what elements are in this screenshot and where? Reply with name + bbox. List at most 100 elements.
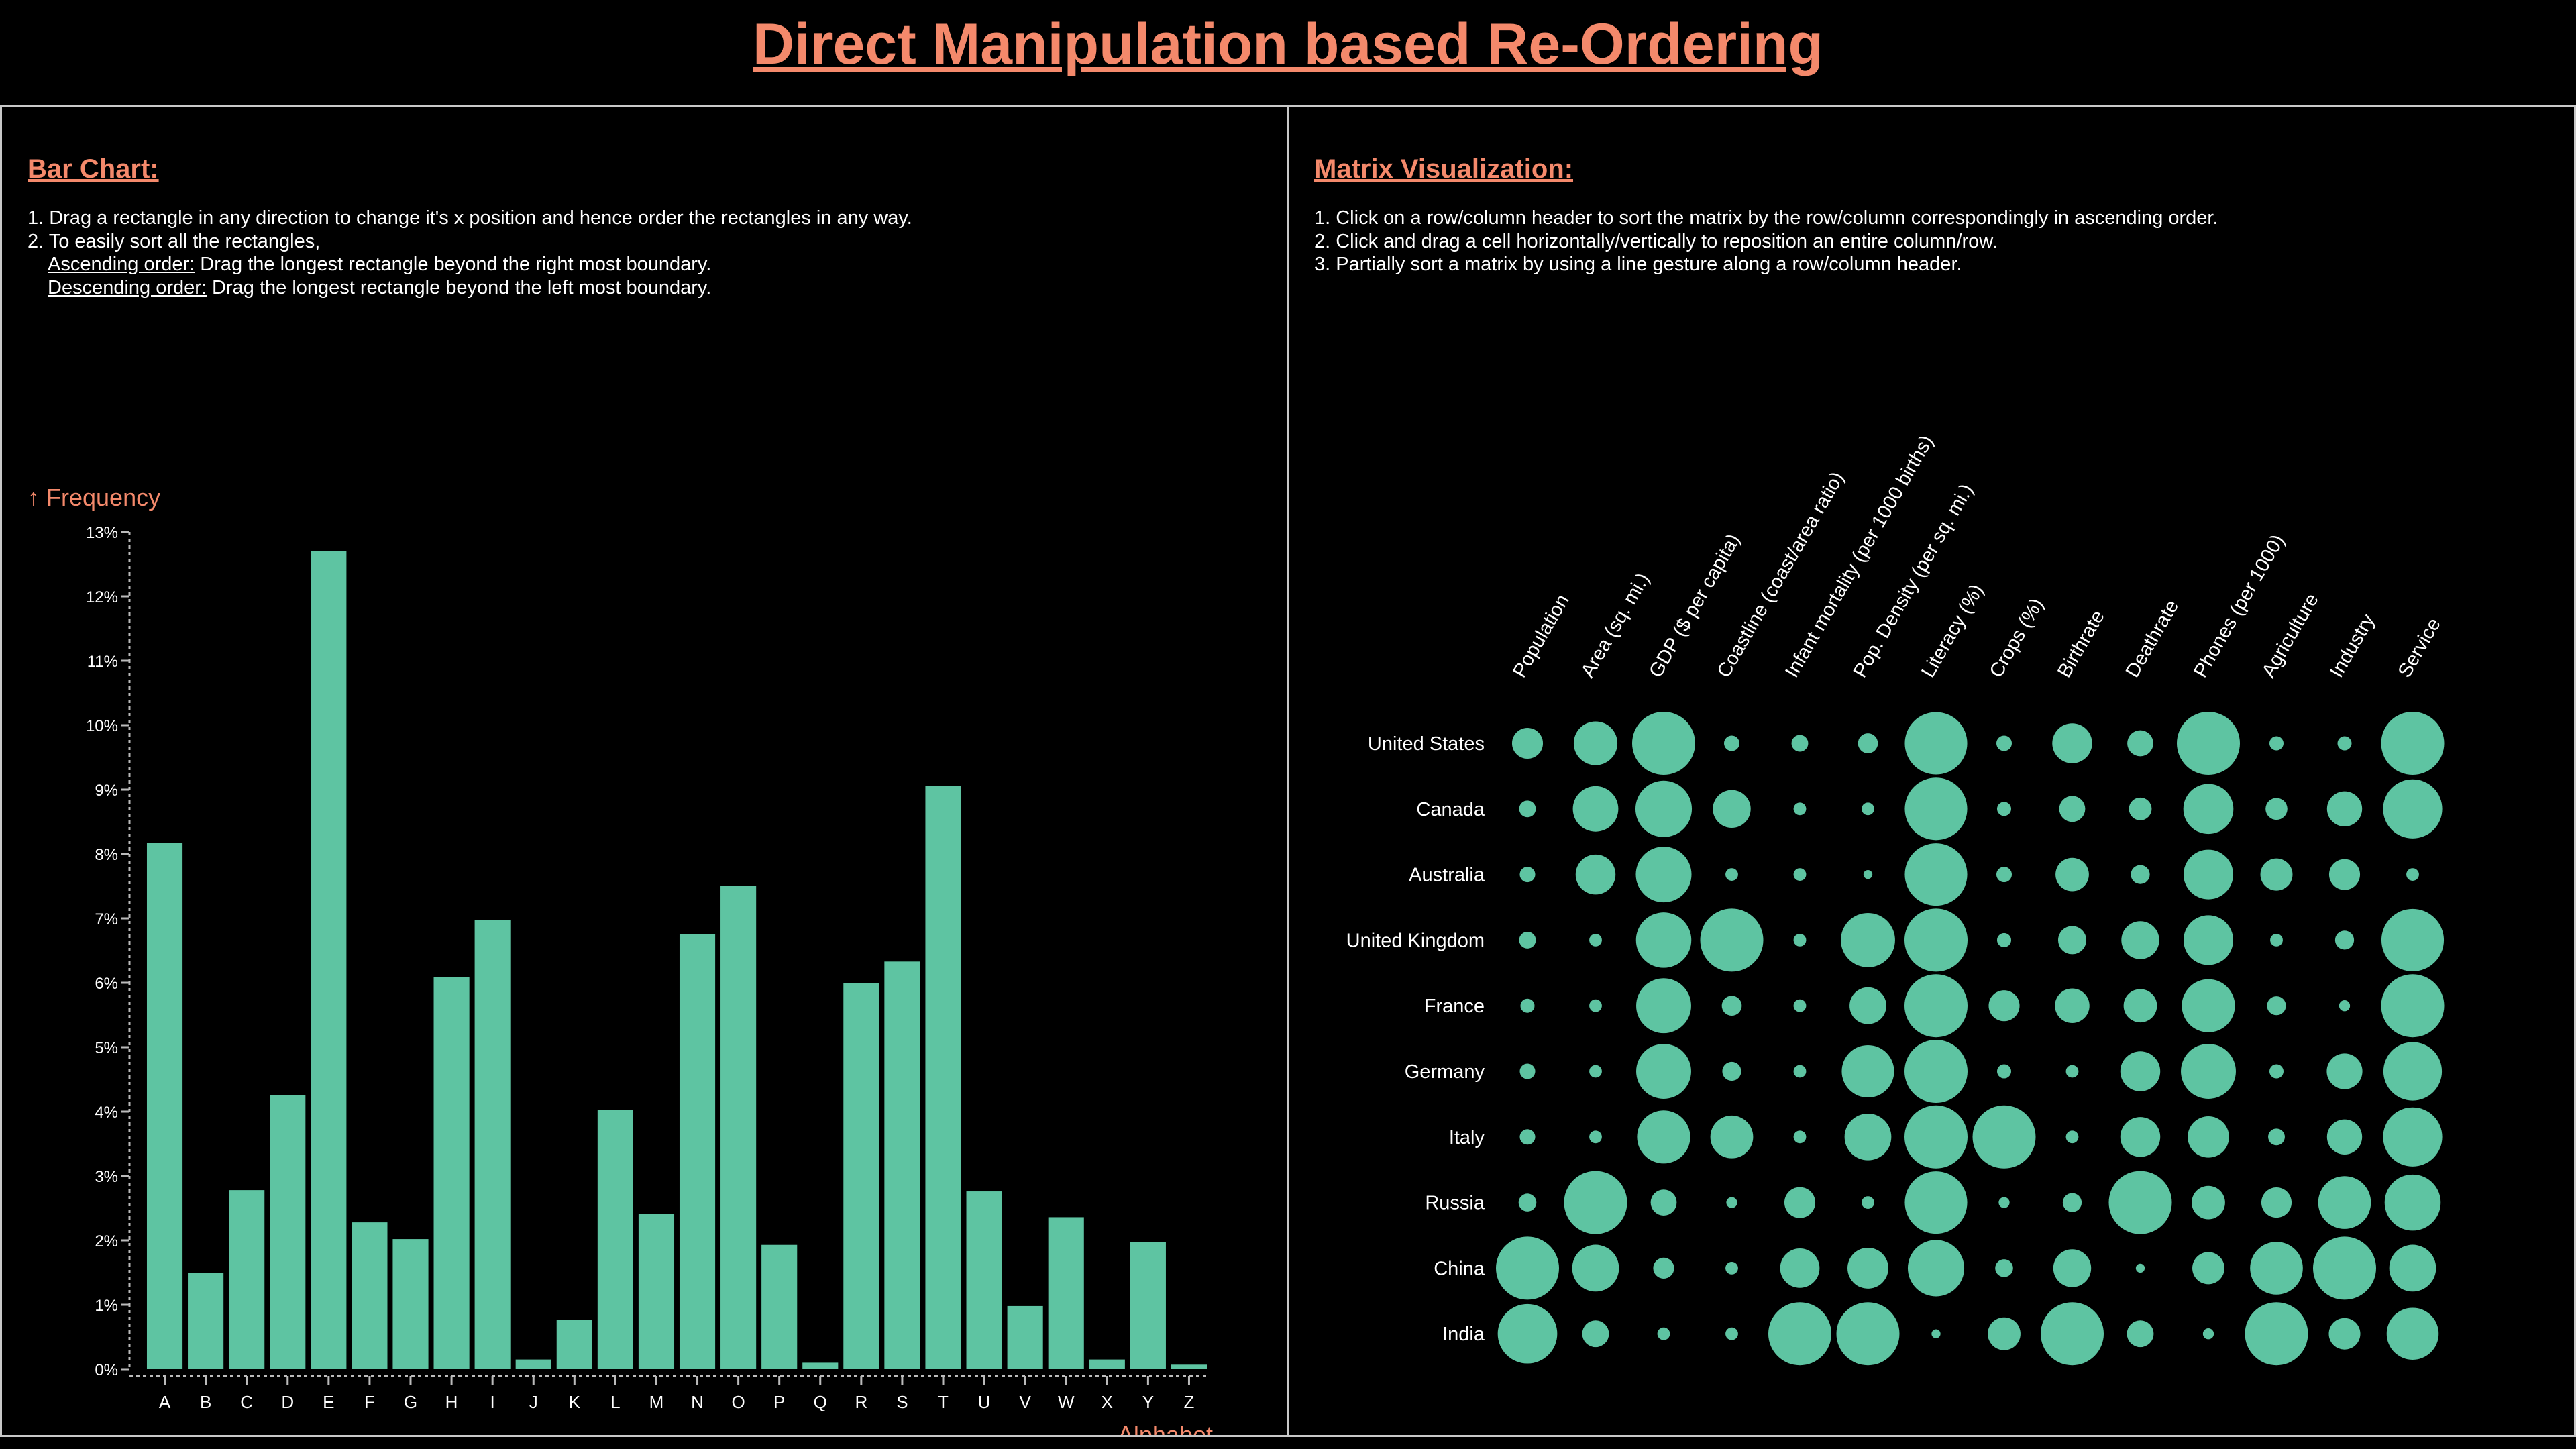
matrix-cell[interactable] [1931,1329,1941,1338]
matrix-cell[interactable] [2384,1174,2441,1231]
matrix-cell[interactable] [1793,1130,1807,1144]
matrix-cell[interactable] [1519,1129,1536,1145]
matrix-cell[interactable] [1996,867,2012,883]
matrix-cell[interactable] [2062,1193,2082,1212]
matrix-cell[interactable] [1564,1171,1627,1234]
bar-a[interactable] [146,843,183,1369]
matrix-cell[interactable] [2059,796,2086,822]
column-header[interactable]: Area (sq. mi.) [1577,570,1654,682]
bar-h[interactable] [433,977,470,1369]
matrix-cell[interactable] [2406,868,2419,881]
matrix-cell[interactable] [2386,1307,2439,1360]
matrix-cell[interactable] [2250,1242,2303,1295]
matrix-cell[interactable] [2183,849,2234,900]
matrix-cell[interactable] [1572,1244,1619,1292]
matrix-cell[interactable] [2182,979,2235,1032]
matrix-cell[interactable] [1793,1065,1807,1078]
matrix-cell[interactable] [1998,1197,2010,1208]
matrix-cell[interactable] [1589,1130,1602,1144]
bar-i[interactable] [474,920,511,1369]
row-header[interactable]: Australia [1409,865,1485,886]
matrix-cell[interactable] [2188,1116,2229,1158]
bar-l[interactable] [597,1110,633,1369]
column-header[interactable]: Agriculture [2258,590,2323,681]
matrix-cell[interactable] [1849,987,1886,1024]
matrix-cell[interactable] [2202,1328,2214,1340]
matrix-cell[interactable] [2269,736,2284,751]
matrix-cell[interactable] [1780,1248,1820,1288]
matrix-cell[interactable] [1511,727,1544,759]
column-header[interactable]: Coastline (coast/area ratio) [1713,468,1849,682]
matrix-cell[interactable] [2065,1065,2079,1078]
matrix-cell[interactable] [1793,934,1807,947]
row-header[interactable]: India [1442,1324,1485,1345]
matrix-cell[interactable] [1995,1259,2013,1277]
matrix-cell[interactable] [1784,1187,1816,1218]
matrix-cell[interactable] [1841,912,1895,967]
bar-v[interactable] [1007,1305,1043,1369]
matrix-cell[interactable] [2057,926,2087,955]
matrix-cell[interactable] [1726,1197,1737,1208]
matrix-cell[interactable] [2313,1236,2376,1300]
matrix-cell[interactable] [2192,1185,2225,1220]
row-header[interactable]: United Kingdom [1346,930,1485,951]
matrix-cell[interactable] [2383,1107,2443,1167]
matrix-cell[interactable] [1988,1317,2021,1350]
matrix-cell[interactable] [1700,908,1764,972]
bar-g[interactable] [392,1239,429,1369]
matrix-cell[interactable] [1637,1110,1690,1164]
matrix-cell[interactable] [2053,1249,2092,1287]
bar-m[interactable] [638,1214,675,1369]
matrix-cell[interactable] [2123,989,2157,1023]
matrix-cell[interactable] [1904,974,1968,1038]
matrix-cell[interactable] [1858,733,1878,753]
matrix-cell[interactable] [1653,1257,1674,1279]
matrix-cell[interactable] [1589,934,1602,947]
matrix-cell[interactable] [2129,797,2152,820]
matrix-cell[interactable] [2337,736,2352,751]
matrix-cell[interactable] [2127,730,2153,757]
matrix-cell[interactable] [1904,777,1968,841]
matrix-cell[interactable] [2265,798,2288,820]
column-header[interactable]: Deathrate [2122,596,2183,681]
column-header[interactable]: Birthrate [2053,607,2109,682]
matrix-cell[interactable] [1793,999,1807,1012]
matrix-cell[interactable] [1725,1327,1738,1340]
matrix-cell[interactable] [1710,1115,1754,1159]
matrix-cell[interactable] [2328,859,2361,890]
matrix-cell[interactable] [1496,1236,1559,1300]
bar-q[interactable] [802,1362,839,1369]
matrix-cell[interactable] [2055,988,2090,1023]
matrix-cell[interactable] [2326,791,2363,826]
matrix-cell[interactable] [2131,865,2150,884]
bar-x[interactable] [1089,1359,1125,1369]
matrix-cell[interactable] [2268,1128,2285,1146]
matrix-cell[interactable] [2318,1176,2371,1229]
row-header[interactable]: United States [1368,733,1485,755]
matrix-cell[interactable] [1636,978,1691,1034]
bar-u[interactable] [966,1191,1002,1369]
matrix-cell[interactable] [1519,1063,1536,1079]
matrix-cell[interactable] [1497,1303,1558,1364]
matrix-cell[interactable] [2177,712,2240,775]
matrix-cell[interactable] [1996,802,2012,816]
matrix-cell[interactable] [1988,990,2020,1022]
row-header[interactable]: Italy [1449,1127,1485,1148]
matrix-cell[interactable] [1721,996,1742,1016]
matrix-cell[interactable] [2183,784,2234,835]
matrix-cell[interactable] [1520,998,1535,1013]
matrix-cell[interactable] [2120,1051,2161,1091]
bar-k[interactable] [556,1320,592,1369]
matrix-cell[interactable] [2389,1244,2436,1292]
matrix-cell[interactable] [1519,867,1536,883]
row-header[interactable]: Russia [1425,1193,1485,1214]
matrix-cell[interactable] [1836,1302,1900,1366]
matrix-cell[interactable] [1904,1040,1968,1103]
matrix-cell[interactable] [1723,735,1740,751]
matrix-cell[interactable] [1589,999,1602,1012]
matrix-cell[interactable] [1589,1065,1602,1078]
column-header[interactable]: Crops (%) [1986,594,2048,681]
bar-p[interactable] [761,1244,798,1369]
matrix-cell[interactable] [2326,1053,2363,1089]
column-header[interactable]: Pop. Density (per sq. mi.) [1849,480,1978,681]
